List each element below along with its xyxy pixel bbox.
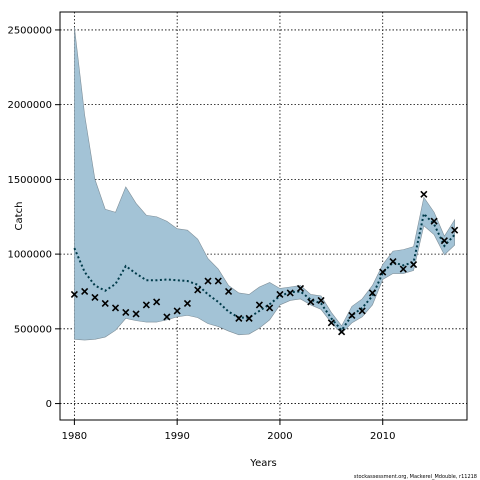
observed-catch-point: [163, 313, 171, 321]
observed-catch-point: [338, 328, 346, 336]
plot-frame: [59, 11, 468, 421]
y-tick-label: 2000000: [7, 100, 52, 111]
confidence-band-layer: [74, 26, 455, 341]
y-tick-label: 500000: [14, 324, 52, 335]
observed-catch-point: [317, 296, 325, 305]
observed-catch-point: [224, 287, 233, 296]
observed-catch-point: [389, 258, 397, 266]
x-axis-label: Years: [249, 458, 276, 469]
x-tick-label: 1990: [164, 431, 189, 442]
observed-catch-point: [173, 307, 181, 315]
observed-catch-point: [266, 304, 274, 312]
observed-catch-point: [235, 314, 243, 322]
observed-catch-point: [358, 307, 366, 315]
observed-catch-point: [420, 190, 428, 198]
credit-text: stockassessment.org, Mackerel_Mdouble, r…: [354, 474, 477, 480]
y-axis-label: Catch: [14, 202, 25, 231]
observed-catch-point: [91, 293, 99, 302]
observed-catch-point: [286, 289, 294, 297]
observed-catch-point: [379, 268, 387, 276]
y-tick-label: 0: [46, 399, 52, 410]
observed-catch-point: [399, 265, 407, 273]
observed-catch-point: [296, 284, 305, 293]
observed-catch-point: [451, 226, 459, 234]
x-axis-ticks: 1980 1990 2000 2010: [62, 420, 395, 442]
observed-catch-point: [122, 308, 130, 316]
observed-catch-point: [70, 290, 78, 299]
observed-catch-point: [194, 286, 202, 294]
observed-catch-point: [368, 289, 377, 297]
observed-catch-point: [327, 319, 335, 327]
observed-catch-point: [409, 261, 418, 269]
observed-catch-point: [276, 290, 284, 299]
observed-catch-point: [204, 277, 212, 285]
x-tick-label: 2000: [267, 431, 292, 442]
y-tick-label: 1500000: [7, 175, 52, 186]
observed-catch-point: [440, 237, 448, 245]
observed-catch-point: [245, 314, 253, 322]
x-tick-label: 2010: [370, 431, 395, 442]
x-tick-label: 1980: [62, 431, 87, 442]
observed-catch-point: [214, 277, 222, 285]
y-tick-label: 2500000: [7, 25, 52, 36]
observed-catch-point: [430, 217, 438, 225]
observed-catch-point: [101, 299, 109, 307]
y-axis-ticks: 0 500000 1000000 1500000 2000000 2500000: [7, 25, 60, 410]
observed-catch-point: [153, 298, 161, 306]
observed-markers-layer: [70, 190, 459, 336]
observed-catch-point: [255, 301, 263, 309]
confidence-band: [74, 26, 455, 341]
observed-catch-point: [132, 310, 140, 318]
observed-catch-point: [142, 301, 150, 309]
observed-catch-point: [111, 304, 120, 312]
observed-catch-point: [183, 299, 192, 307]
observed-catch-point: [81, 287, 89, 296]
y-tick-label: 1000000: [7, 250, 52, 261]
observed-catch-point: [348, 311, 356, 319]
observed-catch-point: [307, 298, 315, 306]
